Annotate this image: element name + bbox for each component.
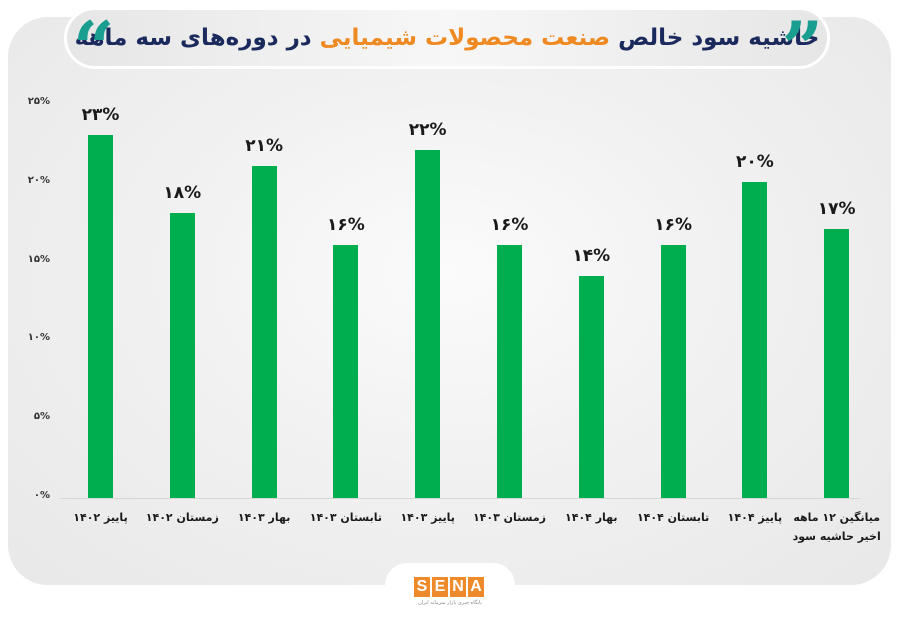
bar xyxy=(660,244,686,498)
quote-open-icon: ” xyxy=(781,5,824,90)
x-label-line: تابستان ۱۴۰۴ xyxy=(636,511,710,524)
x-category-label: زمستان ۱۴۰۳ xyxy=(460,508,560,527)
title-banner: ” حاشیه سود خالص صنعت محصولات شیمیایی در… xyxy=(64,7,830,84)
logo-letter: E xyxy=(432,577,448,597)
bar-value-label: ۲۱% xyxy=(245,136,283,157)
x-category-label: تابستان ۱۴۰۳ xyxy=(296,508,396,527)
title-highlight: صنعت محصولات شیمیایی xyxy=(319,25,611,51)
bar xyxy=(88,134,113,498)
bar xyxy=(578,276,604,498)
bar-value-label: ۱۶% xyxy=(654,214,692,235)
bar-value-label: ۱۶% xyxy=(326,214,365,235)
bar xyxy=(824,229,850,498)
y-tick-label: ۰% xyxy=(33,490,50,501)
bar xyxy=(497,244,522,498)
logo-tagline: پایگاه خبری بازار سرمایه ایران xyxy=(418,600,482,606)
chart-title: حاشیه سود خالص صنعت محصولات شیمیایی در د… xyxy=(75,25,820,51)
bar-value-label: ۱۸% xyxy=(163,183,202,204)
sena-logo: S E N A xyxy=(414,577,484,597)
x-label-line: تابستان ۱۴۰۳ xyxy=(309,511,383,524)
y-tick-label: ۵% xyxy=(33,411,50,423)
logo-letter: N xyxy=(450,577,466,597)
bar xyxy=(251,166,277,498)
bar-value-label: ۲۳% xyxy=(81,104,120,125)
x-category-label: پاییز ۱۴۰۴ xyxy=(705,508,805,527)
logo-letter: A xyxy=(468,577,484,597)
y-tick-label: ۲۰% xyxy=(27,174,50,186)
x-category-label: پاییز ۱۴۰۳ xyxy=(378,508,478,527)
y-tick-label: ۱۰% xyxy=(27,332,50,344)
x-category-label: تابستان ۱۴۰۴ xyxy=(623,508,723,527)
x-label-line: میانگین ۱۲ ماهه xyxy=(793,511,881,524)
x-category-label: میانگین ۱۲ ماهه اخیر حاشیه سود xyxy=(787,508,887,546)
title-part-1: حاشیه سود خالص xyxy=(618,25,820,51)
bar-value-label: ۱۶% xyxy=(490,214,529,235)
x-label-line: پاییز ۱۴۰۳ xyxy=(400,511,455,524)
x-label-line: زمستان ۱۴۰۳ xyxy=(472,511,547,524)
bar xyxy=(415,150,441,498)
title-part-2: در دوره‌های سه ماهه xyxy=(74,25,312,51)
x-label-line: بهار ۱۴۰۴ xyxy=(565,511,618,524)
x-axis-line xyxy=(60,498,860,499)
bar xyxy=(333,244,359,498)
x-category-label: بهار ۱۴۰۳ xyxy=(214,508,314,527)
x-label-line: پاییز ۱۴۰۴ xyxy=(727,511,783,524)
y-tick-label: ۱۵% xyxy=(27,253,50,265)
x-category-label: پاییز ۱۴۰۲ xyxy=(51,508,151,527)
x-label-line: بهار ۱۴۰۳ xyxy=(237,511,291,524)
quote-close-icon: “ xyxy=(73,5,115,90)
bar-value-label: ۲۲% xyxy=(408,120,447,141)
logo-letter: S xyxy=(414,577,430,597)
bar-value-label: ۱۴% xyxy=(572,246,611,267)
x-label-line: اخیر حاشیه سود xyxy=(792,530,881,543)
bar xyxy=(742,181,768,498)
bar-value-label: ۲۰% xyxy=(735,151,774,172)
x-label-line: پاییز ۱۴۰۲ xyxy=(73,511,128,524)
y-tick-label: ۲۵% xyxy=(27,96,50,107)
x-category-label: زمستان ۱۴۰۲ xyxy=(132,508,232,527)
bar xyxy=(169,213,195,498)
x-category-label: بهار ۱۴۰۴ xyxy=(541,508,641,527)
bar-value-label: ۱۷% xyxy=(817,199,856,220)
x-label-line: زمستان ۱۴۰۲ xyxy=(145,511,219,524)
